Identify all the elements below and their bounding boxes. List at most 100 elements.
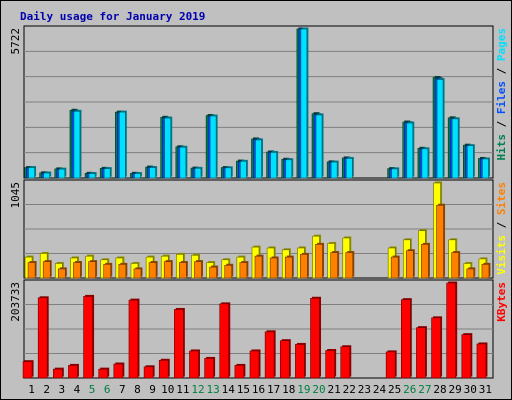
bar-face — [330, 252, 338, 279]
bar-kbytes-day-12 — [189, 349, 200, 379]
bar-face — [269, 257, 278, 279]
bar-face — [284, 256, 293, 279]
bar-face — [264, 331, 275, 379]
bar-kbytes-day-1 — [22, 360, 34, 379]
x-tick-label-day-7: 7 — [119, 383, 126, 396]
bar-pages-day-16 — [255, 138, 263, 179]
bar-face — [240, 161, 247, 179]
bar-pages-day-29 — [451, 117, 460, 179]
bar-face — [58, 168, 66, 179]
bar-face — [310, 297, 320, 379]
bar-pages-day-20 — [315, 113, 324, 179]
bar-face — [209, 115, 217, 179]
bar-face — [42, 261, 51, 279]
bar-kbytes-day-4 — [68, 363, 79, 379]
bar-face — [224, 167, 232, 179]
bar-face — [103, 264, 112, 279]
bar-sites-day-29 — [451, 251, 461, 279]
x-tick-label-day-5: 5 — [89, 383, 96, 396]
bar-face — [451, 252, 459, 279]
bar-face — [436, 204, 444, 279]
bar-kbytes-day-22 — [340, 345, 352, 379]
bar-pages-day-18 — [285, 158, 294, 179]
bar-face — [118, 264, 127, 279]
x-tick-label-day-3: 3 — [59, 383, 66, 396]
bar-face — [163, 261, 172, 279]
x-tick-label-day-8: 8 — [134, 383, 141, 396]
x-tick-label-day-4: 4 — [74, 383, 81, 396]
bar-face — [325, 350, 335, 379]
bar-kbytes-day-5 — [83, 294, 95, 379]
bar-sites-day-12 — [194, 260, 203, 279]
x-tick-label-day-22: 22 — [343, 383, 356, 396]
x-tick-label-day-26: 26 — [403, 383, 416, 396]
bar-sites-day-30 — [466, 267, 476, 279]
bar-kbytes-day-11 — [174, 307, 185, 379]
bar-sites-day-25 — [390, 255, 400, 279]
x-tick-label-day-16: 16 — [252, 383, 265, 396]
bar-face — [467, 145, 474, 179]
legend-entry-visits: Visits — [495, 235, 508, 275]
x-tick-label-day-24: 24 — [373, 383, 387, 396]
bar-face — [330, 161, 338, 179]
bar-face — [98, 368, 109, 379]
x-tick-label-day-27: 27 — [418, 383, 431, 396]
bar-pages-day-4 — [73, 109, 82, 179]
bar-face — [239, 262, 248, 279]
bar-face — [431, 317, 441, 379]
bar-kbytes-day-8 — [128, 298, 140, 379]
bar-sites-day-5 — [88, 260, 98, 279]
bar-face — [88, 261, 96, 279]
bar-face — [194, 261, 202, 279]
bar-face — [58, 268, 66, 279]
bar-face — [83, 296, 93, 379]
legend-entry-kbytes: KBytes — [495, 282, 508, 322]
bar-sites-day-10 — [163, 260, 173, 279]
bar-sites-day-21 — [330, 251, 340, 279]
bar-face — [53, 368, 63, 379]
bar-face — [406, 122, 414, 179]
bar-face — [219, 303, 230, 379]
bar-sites-day-26 — [405, 249, 415, 279]
bar-face — [405, 250, 414, 279]
bar-face — [285, 159, 293, 179]
bar-face — [134, 173, 141, 179]
bar-face — [345, 158, 353, 179]
bar-face — [113, 363, 124, 379]
bar-kbytes-day-30 — [461, 333, 473, 379]
bar-kbytes-day-9 — [143, 365, 155, 379]
bar-sites-day-7 — [118, 262, 128, 279]
bar-pages-day-19 — [300, 27, 309, 179]
legend-separator: / — [495, 61, 508, 81]
x-tick-label-day-10: 10 — [161, 383, 174, 396]
bar-face — [204, 358, 214, 379]
legend-entry-hits: Hits — [495, 134, 508, 161]
bar-face — [103, 168, 111, 179]
bar-face — [385, 351, 396, 379]
chart-title: Daily usage for January 2019 — [20, 10, 205, 23]
bar-face — [28, 167, 35, 179]
bar-pages-day-7 — [119, 110, 127, 179]
bar-face — [476, 343, 487, 379]
bar-face — [400, 299, 411, 379]
bar-pages-day-2 — [43, 171, 52, 179]
bar-face — [421, 244, 429, 279]
bar-face — [174, 309, 184, 379]
bar-sites-day-22 — [345, 251, 355, 279]
bar-face — [416, 327, 426, 379]
bar-pages-day-8 — [134, 172, 142, 179]
x-tick-label-day-2: 2 — [43, 383, 50, 396]
bar-face — [421, 148, 429, 179]
bar-sites-day-3 — [58, 267, 67, 279]
bar-face — [295, 344, 305, 379]
x-tick-label-day-21: 21 — [328, 383, 341, 396]
bar-pages-day-11 — [179, 145, 188, 179]
x-tick-label-day-9: 9 — [149, 383, 156, 396]
bar-kbytes-day-21 — [325, 348, 337, 379]
bar-face — [300, 254, 308, 279]
legend-entry-files: Files — [495, 81, 508, 114]
bar-face — [119, 111, 126, 179]
bar-kbytes-day-16 — [249, 349, 261, 379]
x-tick-label-day-31: 31 — [479, 383, 492, 396]
